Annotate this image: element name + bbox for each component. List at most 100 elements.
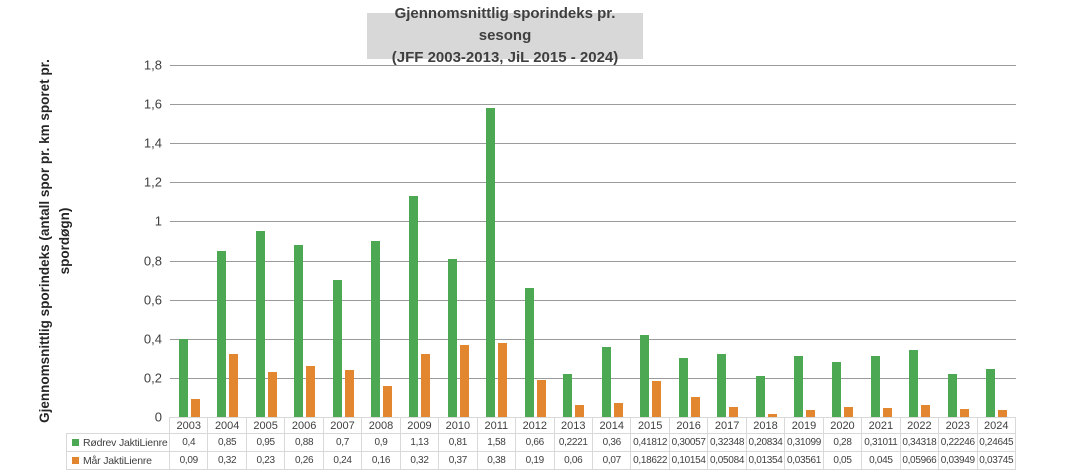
bar-mar-2007: [344, 370, 354, 417]
bar-rodrev-2022: [909, 349, 919, 417]
value-cell: 0,37: [439, 452, 478, 470]
bar-mar-2024: [998, 409, 1008, 417]
bar-group-2006: [285, 65, 323, 417]
legend-label-mar: Mår JaktiLienre: [83, 454, 152, 467]
bar-group-2011: [478, 65, 516, 417]
value-cell: 0,03745: [977, 452, 1016, 470]
value-cell: 0,26: [285, 452, 324, 470]
y-tick-label: 1,8: [143, 57, 162, 73]
bar-rodrev-2014: [601, 346, 611, 417]
bar-rodrev-2010: [447, 258, 457, 417]
bar-rodrev-2003: [178, 338, 188, 417]
bar-rodrev-2015: [640, 335, 650, 417]
bar-mar-2020: [844, 407, 854, 417]
year-cell: 2013: [554, 417, 593, 434]
value-cell: 0,32348: [708, 434, 747, 452]
bar-mar-2023: [959, 409, 969, 417]
year-cell: 2019: [785, 417, 824, 434]
value-cell: 0,9: [362, 434, 401, 452]
bar-group-2014: [593, 65, 631, 417]
chart-title: Gjennomsnittlig sporindeks pr. sesong (J…: [367, 5, 643, 66]
bar-group-2003: [170, 65, 208, 417]
y-tick-label: 0,4: [143, 331, 162, 347]
value-cell: 0,19: [516, 452, 555, 470]
bar-mar-2009: [421, 354, 431, 417]
bar-rodrev-2018: [755, 376, 765, 417]
value-cell: 0,41812: [631, 434, 670, 452]
value-cell: 0,24: [323, 452, 363, 470]
bar-rodrev-2021: [870, 356, 880, 417]
bar-rodrev-2020: [832, 362, 842, 417]
legend-item-mar: Mår JaktiLienre: [66, 452, 170, 470]
bar-group-2009: [401, 65, 439, 417]
value-cell: 0,045: [862, 452, 901, 470]
bar-mar-2018: [767, 414, 777, 417]
y-tick-label: 0: [154, 409, 162, 425]
bar-rodrev-2005: [255, 231, 265, 417]
value-cell: 0,4: [170, 434, 209, 452]
y-tick-label: 0,2: [143, 370, 162, 386]
bar-group-2023: [939, 65, 977, 417]
value-cell: 0,34318: [900, 434, 940, 452]
value-cell: 1,58: [477, 434, 517, 452]
value-cell: 0,32: [208, 452, 247, 470]
y-tick-label: 1,4: [143, 135, 162, 151]
bar-rodrev-2013: [563, 373, 573, 417]
year-cell: 2022: [900, 417, 940, 434]
bar-rodrev-2019: [793, 356, 803, 417]
year-cell: 2016: [669, 417, 709, 434]
bar-mar-2013: [575, 405, 585, 417]
value-cell: 0,30057: [669, 434, 709, 452]
bar-group-2017: [708, 65, 746, 417]
bar-mar-2003: [190, 399, 200, 417]
gridline: [170, 338, 1016, 340]
gridline: [170, 377, 1016, 379]
year-cell: 2014: [592, 417, 632, 434]
bar-group-2018: [747, 65, 785, 417]
value-cell: 0,81: [439, 434, 478, 452]
gridline: [170, 260, 1016, 262]
gridline: [170, 221, 1016, 223]
bar-group-2010: [439, 65, 477, 417]
value-cell: 0,05084: [708, 452, 747, 470]
y-tick-label: 1: [154, 213, 162, 229]
value-cell: 0,36: [592, 434, 632, 452]
bar-mar-2010: [459, 344, 469, 417]
legend-key-mar-icon: [72, 457, 79, 464]
bar-mar-2005: [267, 372, 277, 417]
chart-title-line2: (JFF 2003-2013, JiL 2015 - 2024): [391, 49, 619, 66]
bar-mar-2006: [306, 366, 316, 417]
year-cell: 2007: [323, 417, 363, 434]
bar-rodrev-2017: [717, 353, 727, 417]
value-cell: 0,31099: [785, 434, 824, 452]
bar-mar-2012: [536, 379, 546, 417]
year-cell: 2017: [708, 417, 747, 434]
plot-area: [170, 65, 1016, 417]
y-axis-title-line1: Gjennomsnittlig sporindeks (antall spor …: [36, 59, 52, 423]
value-cell: 0,06: [554, 452, 593, 470]
value-cell: 0,10154: [669, 452, 709, 470]
year-cell: 2005: [246, 417, 286, 434]
value-cell: 0,05966: [900, 452, 940, 470]
bar-group-2012: [516, 65, 554, 417]
value-cell: 0,31011: [862, 434, 901, 452]
year-cell: 2003: [170, 417, 209, 434]
gridline: [170, 65, 1016, 66]
year-cell: 2009: [400, 417, 440, 434]
year-cell: 2018: [746, 417, 786, 434]
bar-mar-2016: [690, 397, 700, 417]
data-table: 2003 2004 2005 2006 2007 2008 2009 2010 2011 2012…: [66, 417, 1016, 470]
y-axis-title: Gjennomsnittlig sporindeks (antall spor …: [35, 41, 76, 441]
year-cell: 2021: [862, 417, 901, 434]
gridline: [170, 299, 1016, 301]
table-corner-cell: [66, 417, 170, 434]
value-cell: 0,28: [823, 434, 863, 452]
value-cell: 1,13: [400, 434, 440, 452]
year-cell: 2023: [939, 417, 978, 434]
gridline: [170, 143, 1016, 145]
year-cell: 2006: [285, 417, 324, 434]
bar-group-2020: [824, 65, 862, 417]
value-cell: 0,16: [362, 452, 401, 470]
y-tick-label: 1,6: [143, 96, 162, 112]
bar-mar-2019: [805, 410, 815, 417]
